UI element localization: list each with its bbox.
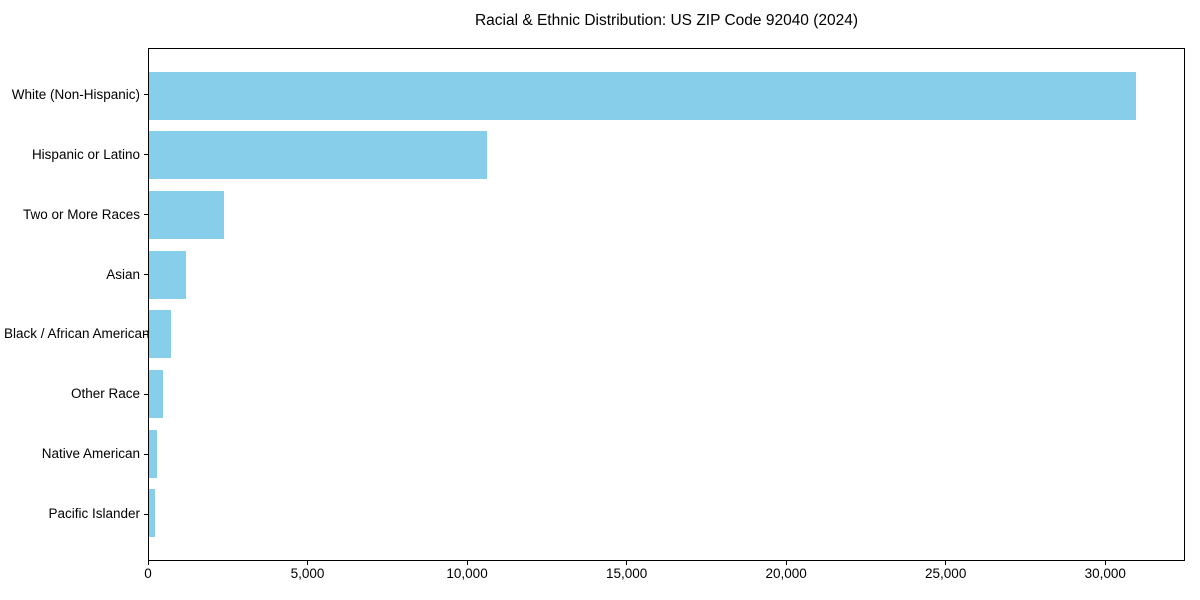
bar-row-white-non-hispanic: [149, 66, 1184, 126]
y-tick-label-native-american: Native American: [41, 446, 140, 462]
y-tick-mark: [144, 154, 148, 156]
x-tick-label-5000: 5,000: [290, 566, 325, 581]
bar-hispanic-or-latino: [149, 131, 488, 180]
bar-pacific-islander: [149, 489, 156, 538]
chart-title: Racial & Ethnic Distribution: US ZIP Cod…: [474, 12, 859, 29]
bar-row-other-race: [149, 364, 1184, 424]
bar-row-hispanic-or-latino: [149, 126, 1184, 186]
x-tick-label-0: 0: [144, 566, 152, 581]
y-tick-label-hispanic-or-latino: Hispanic or Latino: [31, 146, 140, 162]
x-tick-mark: [147, 561, 149, 565]
x-tick-label-25000: 25,000: [925, 566, 967, 581]
y-tick-label-pacific-islander: Pacific Islander: [48, 506, 140, 522]
bar-row-pacific-islander: [149, 483, 1184, 543]
bar-black-african-american: [149, 310, 171, 359]
x-tick-mark: [945, 561, 947, 565]
x-tick-mark: [466, 561, 468, 565]
plot-area: [148, 48, 1185, 561]
y-tick-label-asian: Asian: [106, 266, 140, 282]
bar-row-native-american: [149, 424, 1184, 484]
x-tick-label-10000: 10,000: [446, 566, 488, 581]
x-tick-mark: [626, 561, 628, 565]
y-tick-mark: [144, 333, 148, 335]
y-tick-label-two-or-more-races: Two or More Races: [22, 206, 140, 222]
y-tick-mark: [144, 214, 148, 216]
y-tick-label-white-non-hispanic: White (Non-Hispanic): [11, 86, 140, 102]
bar-other-race: [149, 369, 163, 418]
x-tick-label-20000: 20,000: [765, 566, 807, 581]
bars-container: [149, 49, 1184, 560]
y-tick-mark: [144, 94, 148, 96]
y-tick-mark: [144, 393, 148, 395]
bar-asian: [149, 250, 186, 299]
bar-row-two-or-more-races: [149, 185, 1184, 245]
y-tick-mark: [144, 274, 148, 276]
x-tick-label-30000: 30,000: [1084, 566, 1126, 581]
bar-white-non-hispanic: [149, 71, 1137, 120]
y-tick-mark: [144, 453, 148, 455]
x-tick-label-15000: 15,000: [605, 566, 648, 581]
bar-row-asian: [149, 245, 1184, 305]
x-tick-mark: [1104, 561, 1106, 565]
bar-row-black-african-american: [149, 305, 1184, 365]
bar-two-or-more-races: [149, 191, 224, 240]
x-tick-mark: [785, 561, 787, 565]
x-tick-mark: [307, 561, 309, 565]
y-tick-mark: [144, 513, 148, 515]
bar-native-american: [149, 429, 157, 478]
y-tick-label-other-race: Other Race: [70, 386, 140, 402]
y-tick-label-black-african-american: Black / African American: [4, 326, 150, 342]
